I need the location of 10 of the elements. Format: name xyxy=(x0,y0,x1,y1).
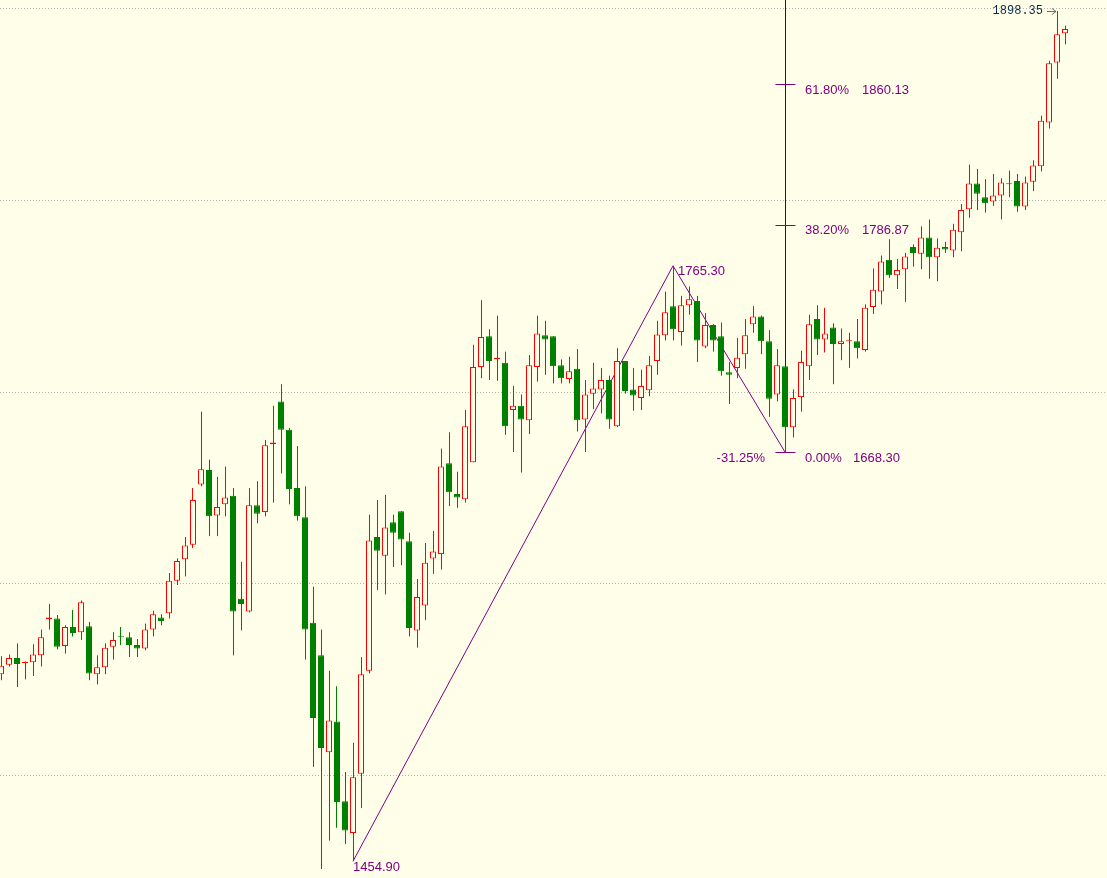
annotation: -31.25% xyxy=(716,449,766,465)
annotation: 38.20% xyxy=(805,221,850,237)
annotation: 1765.30 xyxy=(678,263,725,279)
annotation: 1898.35 xyxy=(992,4,1043,19)
annotation: 1786.87 xyxy=(862,221,909,237)
annotation: 1860.13 xyxy=(862,81,909,97)
annotation: 61.80% xyxy=(805,81,850,97)
annotation: 1668.30 xyxy=(853,449,900,465)
annotation: 1454.90 xyxy=(353,858,400,874)
annotation: 0.00% xyxy=(805,449,843,465)
